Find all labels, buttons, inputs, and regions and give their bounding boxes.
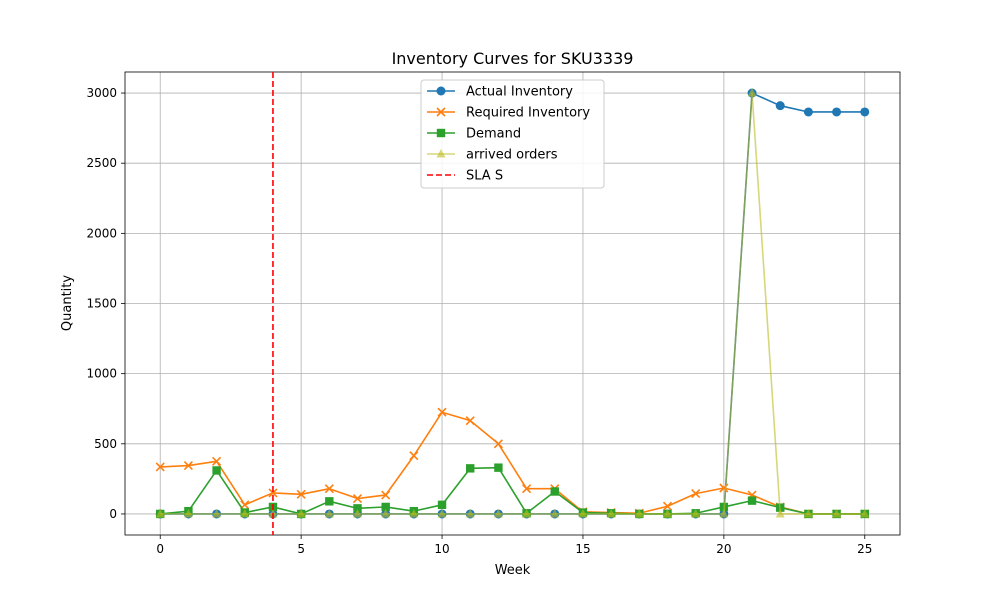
legend-marker (436, 107, 446, 117)
legend-marker (436, 149, 446, 158)
data-point (775, 508, 785, 518)
data-point (381, 502, 390, 512)
data-point (183, 508, 193, 518)
data-point (578, 508, 588, 518)
data-point (352, 493, 363, 504)
y-tick-label: 500 (94, 437, 117, 451)
y-tick-label: 0 (109, 507, 117, 521)
data-point (409, 451, 419, 461)
data-point (522, 484, 532, 494)
legend-box (420, 79, 605, 189)
data-point (437, 500, 447, 510)
data-point (550, 508, 560, 518)
data-point (832, 107, 842, 117)
data-point (691, 508, 701, 518)
data-point (775, 101, 785, 111)
data-point (268, 488, 278, 498)
data-point (493, 508, 503, 518)
data-point (324, 484, 334, 494)
data-point (803, 508, 813, 518)
data-point (296, 489, 306, 499)
data-point (353, 504, 362, 513)
y-tick-label: 1000 (86, 367, 117, 381)
y-tick-label: 3000 (86, 86, 117, 100)
y-axis-label: Quantity (60, 275, 75, 331)
legend-marker (436, 86, 446, 96)
data-point (606, 508, 616, 518)
data-point (832, 508, 842, 518)
chart-title: Inventory Curves for SKU3339 (392, 49, 634, 68)
plot-frame (124, 71, 901, 536)
data-point (662, 501, 673, 511)
data-point (212, 466, 221, 475)
legend-label: arrived orders (466, 148, 558, 163)
data-point (550, 487, 559, 496)
data-point (381, 508, 391, 518)
x-axis-label: Week (495, 563, 531, 578)
data-point (155, 462, 165, 472)
data-point (155, 508, 165, 518)
data-point (522, 508, 532, 518)
legend-label: Demand (466, 127, 521, 142)
data-point (465, 416, 475, 426)
data-point (212, 508, 222, 518)
series-1 (155, 407, 870, 519)
data-point (747, 496, 757, 505)
data-point (747, 88, 757, 97)
data-point (437, 508, 447, 518)
legend-marker (436, 128, 446, 138)
data-point (437, 407, 447, 417)
data-point (663, 508, 672, 518)
data-point (860, 107, 870, 117)
legend-label: Actual Inventory (466, 85, 573, 100)
series-layer (155, 72, 870, 535)
data-point (212, 456, 222, 466)
data-point (325, 497, 334, 506)
series-2 (156, 463, 869, 519)
x-tick-label: 20 (716, 542, 731, 556)
series-line (160, 411, 865, 515)
data-point (860, 508, 870, 518)
data-point (240, 508, 250, 518)
axes-layer: 0 5 10 15 20 25 0 500 1000 1500 2000 2500 3000 (86, 71, 901, 556)
x-tick-label: 25 (857, 542, 872, 556)
x-tick-label: 0 (156, 542, 164, 556)
series-line (160, 92, 865, 515)
data-point (296, 508, 306, 518)
series-line (160, 466, 865, 515)
legend: Actual Inventory Required Inventory Demand… (420, 79, 605, 189)
data-point (466, 464, 475, 473)
data-point (493, 439, 503, 449)
x-tick-label: 15 (575, 542, 590, 556)
y-tick-label: 2500 (86, 156, 117, 170)
data-point (324, 508, 334, 518)
data-point (691, 489, 701, 499)
legend-label: SLA S (466, 169, 503, 184)
data-point (494, 463, 503, 472)
series-3 (155, 88, 870, 518)
x-tick-label: 10 (434, 542, 449, 556)
x-tick-label: 5 (297, 542, 305, 556)
data-point (381, 490, 391, 500)
legend-label: Required Inventory (466, 106, 590, 121)
y-tick-label: 2000 (86, 226, 117, 240)
y-tick-label: 1500 (86, 297, 117, 311)
data-point (803, 107, 813, 117)
data-point (634, 508, 644, 518)
data-point (183, 460, 193, 471)
data-point (353, 508, 362, 518)
data-point (719, 508, 729, 518)
data-point (409, 508, 419, 518)
data-point (465, 508, 475, 518)
